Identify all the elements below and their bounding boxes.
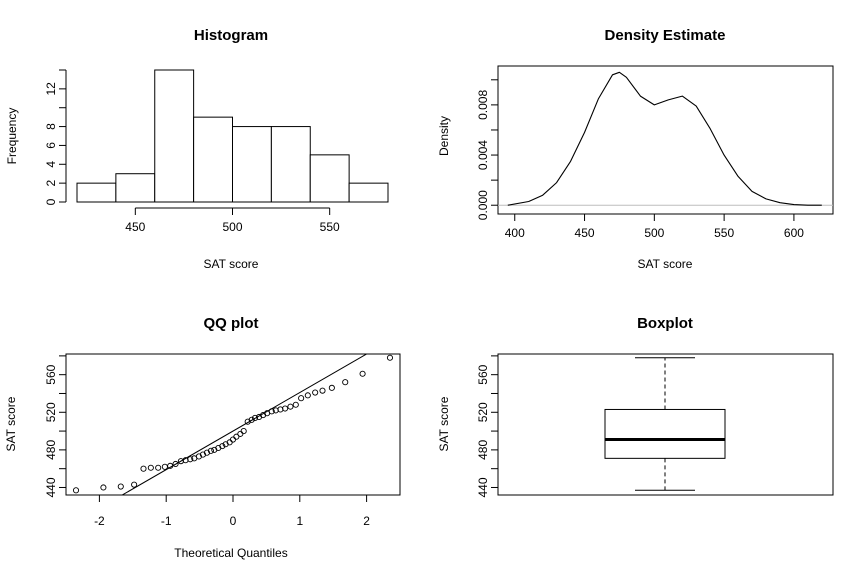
histogram-bar — [232, 126, 272, 203]
plot-frame — [497, 65, 834, 215]
y-tick-label: 0.000 — [476, 190, 490, 220]
y-tick-label: 0.008 — [476, 90, 490, 120]
qq-point — [359, 370, 366, 377]
qq-panel: QQ plot Theoretical Quantiles SAT score -2 -… — [4, 315, 401, 560]
qq-reference-line — [121, 354, 368, 495]
histogram-bar — [309, 154, 350, 203]
qq-point — [298, 395, 305, 402]
iqr-box — [604, 408, 726, 459]
qq-point — [161, 463, 168, 470]
histogram-bar — [76, 182, 117, 203]
histogram-bar — [115, 173, 156, 203]
y-tick-label: 440 — [476, 477, 490, 497]
chart-title: QQ plot — [204, 315, 259, 332]
x-axis-label: SAT score — [638, 257, 693, 271]
x-tick-label: 600 — [784, 226, 804, 240]
x-tick-label: 0 — [230, 514, 237, 528]
y-tick-label: 12 — [44, 82, 58, 96]
qq-point — [248, 416, 255, 423]
qq-point — [237, 430, 244, 437]
y-tick-label: 560 — [476, 364, 490, 384]
boxplot-panel: Boxplot SAT score 440 480 520 560 — [437, 315, 834, 497]
y-tick-label: 520 — [476, 402, 490, 422]
histogram-bar — [154, 69, 195, 203]
x-tick-label: 550 — [714, 226, 734, 240]
qq-point — [219, 443, 226, 450]
x-tick-label: 2 — [363, 514, 370, 528]
x-tick-label: 500 — [644, 226, 664, 240]
y-tick-label: 0 — [44, 198, 58, 205]
histogram-bar — [270, 126, 311, 203]
qq-point — [304, 392, 311, 399]
histogram-panel: Histogram SAT score Frequency 450 500 550 0 2 4 6… — [5, 27, 389, 271]
qq-point — [229, 436, 237, 443]
x-axis-label: SAT score — [204, 257, 259, 271]
density-panel: Density Estimate SAT score Density 400 450 50… — [437, 27, 834, 271]
y-tick-label: 6 — [44, 142, 58, 149]
qq-point — [268, 408, 275, 415]
x-tick-label: -1 — [161, 514, 172, 528]
y-tick-label: 560 — [44, 364, 58, 384]
qq-point — [167, 462, 174, 469]
y-axis-label: SAT score — [437, 396, 451, 451]
histogram-bar — [348, 182, 389, 203]
qq-point — [251, 414, 259, 421]
y-axis-label: Density — [437, 116, 451, 156]
qq-point — [287, 403, 294, 410]
y-tick-label: 440 — [44, 477, 58, 497]
qq-point — [328, 384, 335, 391]
qq-point — [319, 387, 326, 394]
qq-point — [155, 464, 162, 471]
qq-point — [207, 447, 215, 454]
y-tick-label: 0.004 — [476, 140, 490, 170]
y-tick-label: 2 — [44, 179, 58, 186]
x-tick-label: 450 — [575, 226, 595, 240]
y-axis-label: Frequency — [5, 108, 19, 165]
qq-point — [131, 481, 138, 488]
qq-point — [117, 483, 124, 490]
y-tick-label: 4 — [44, 161, 58, 168]
density-line — [507, 71, 822, 206]
plot-frame — [497, 353, 834, 496]
y-axis-label: SAT score — [4, 396, 18, 451]
x-tick-label: 1 — [296, 514, 303, 528]
x-tick-label: 550 — [320, 220, 340, 234]
y-tick-label: 480 — [476, 440, 490, 460]
chart-title: Histogram — [194, 27, 268, 44]
chart-title: Boxplot — [637, 315, 693, 332]
x-tick-label: 500 — [222, 220, 242, 234]
chart-title: Density Estimate — [605, 27, 726, 44]
qq-point — [100, 484, 107, 491]
x-axis-label: Theoretical Quantiles — [174, 546, 287, 560]
plot-frame — [65, 353, 401, 496]
y-tick-label: 520 — [44, 402, 58, 422]
qq-point — [292, 401, 299, 408]
qq-point — [172, 460, 179, 468]
qq-point — [233, 433, 240, 440]
qq-point — [282, 405, 289, 412]
histogram-bar — [193, 116, 233, 203]
qq-point — [147, 464, 154, 471]
qq-point — [140, 465, 147, 472]
x-tick-label: -2 — [94, 514, 105, 528]
qq-point — [187, 456, 194, 463]
y-tick-label: 8 — [44, 123, 58, 130]
x-tick-label: 400 — [505, 226, 525, 240]
qq-point — [240, 428, 247, 435]
qq-point — [342, 379, 349, 386]
x-tick-label: 450 — [125, 220, 145, 234]
y-tick-label: 480 — [44, 440, 58, 460]
qq-point — [312, 389, 319, 396]
qq-point — [72, 487, 80, 494]
qq-point — [386, 354, 394, 361]
